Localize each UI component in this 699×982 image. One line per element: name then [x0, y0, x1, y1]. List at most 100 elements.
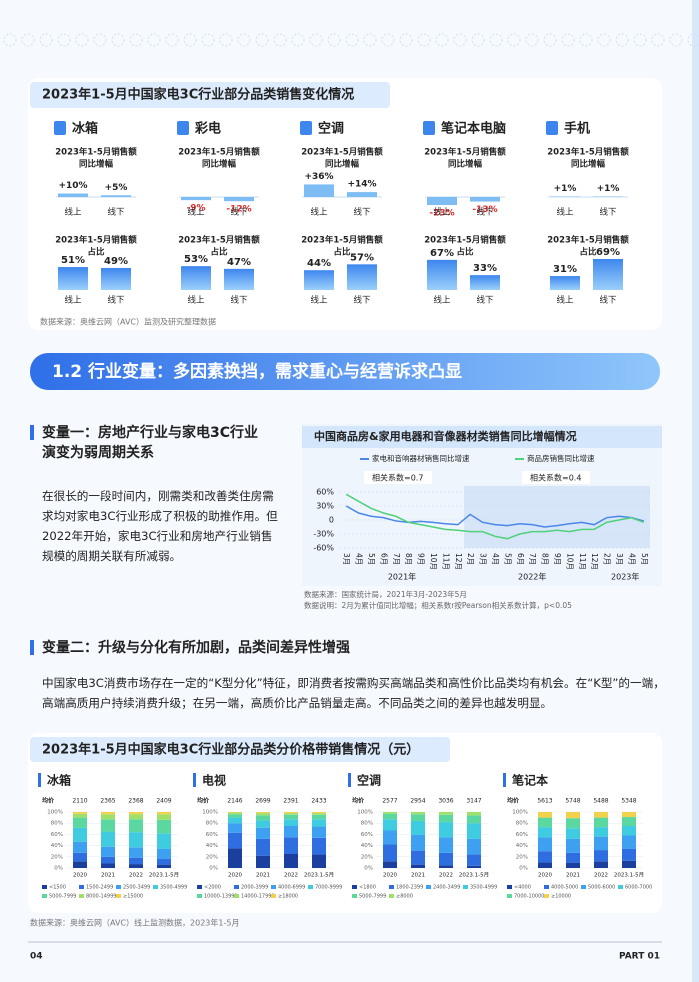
share-bar: [224, 268, 254, 290]
metric-label: 2023年1-5月销售额: [424, 235, 506, 246]
bar-segment: [284, 826, 298, 838]
bar-segment: [383, 819, 397, 831]
legend-label: <2000: [204, 885, 221, 891]
bar-segment: [411, 864, 425, 868]
bar-segment: [594, 827, 608, 837]
x-tick-label: 6月: [379, 553, 388, 565]
metric-label: 占比: [210, 247, 228, 258]
bar-segment: [228, 823, 242, 833]
share-label: 51%: [61, 255, 85, 266]
x-tick-label: 2020: [538, 873, 552, 879]
y-tick-label: 40%: [516, 843, 528, 849]
growth-bar: [58, 193, 88, 197]
bar-segment: [256, 812, 270, 814]
x-tick-label: 10月: [429, 553, 438, 570]
bar-segment: [566, 852, 580, 863]
section-title: 1.2 行业变量：多因素换挡，需求重心与经营诉求凸显: [52, 361, 462, 382]
category-name: 冰箱: [72, 121, 98, 137]
marker: [193, 773, 196, 787]
decor-dot: [165, 33, 179, 47]
decor-dot: [489, 33, 503, 47]
y-tick-label: 80%: [51, 821, 63, 827]
panel: [28, 78, 662, 330]
avg-value: 2699: [255, 798, 270, 805]
bar-segment: [411, 812, 425, 815]
y-tick-label: 80%: [206, 821, 218, 827]
legend-label: ≥18000: [278, 894, 298, 900]
bar-segment: [101, 856, 115, 864]
annotation-bg: [522, 471, 590, 484]
metric-label: 2023年1-5月销售额: [178, 147, 260, 158]
bar-segment: [411, 850, 425, 865]
legend-swatch: [271, 894, 276, 898]
bar-segment: [594, 836, 608, 851]
legend-swatch: [197, 894, 202, 898]
bar-segment: [129, 819, 143, 833]
chart-title-bg: [302, 426, 662, 448]
legend-swatch: [197, 885, 202, 889]
decor-dot: [309, 33, 323, 47]
x-tick-label: 2022: [284, 873, 298, 879]
category-icon: [423, 121, 435, 135]
legend-label: 1800-2399: [396, 885, 423, 891]
decor-dot: [255, 33, 269, 47]
y-tick-label: 80%: [516, 821, 528, 827]
bar-segment: [73, 812, 87, 814]
bar-segment: [383, 830, 397, 845]
metric-label: 2023年1-5月销售额: [301, 235, 383, 246]
bar-segment: [594, 812, 608, 818]
metric-label: 同比增幅: [79, 159, 114, 170]
bar-segment: [101, 819, 115, 832]
x-tick-label: 2021: [566, 873, 580, 879]
legend-label: 8000-14999: [86, 894, 116, 900]
y-tick-label: 0: [329, 516, 334, 525]
x-tick-label: 11月: [441, 553, 450, 570]
bar-segment: [622, 817, 636, 826]
legend-label: 5000-6000: [588, 885, 615, 891]
bar-segment: [228, 814, 242, 818]
paragraph: 在很长的一段时间内，刚需类和改善类住房需求均对家电3C行业形成了积极的助推作用。…: [42, 489, 278, 563]
bar-segment: [73, 827, 87, 842]
x-tick-label: 3月: [615, 553, 624, 565]
decor-dot: [417, 33, 431, 47]
metric-label: 2023年1-5月销售额: [547, 235, 629, 246]
share-label: 47%: [227, 257, 251, 268]
x-tick-label: 2021: [411, 873, 425, 879]
page-number: 04: [30, 952, 43, 962]
metric-label: 占比: [333, 247, 351, 258]
growth-label: +10%: [58, 181, 87, 191]
growth-bar: [224, 197, 254, 202]
channel-label: 线下: [599, 295, 617, 306]
share-label: 44%: [307, 258, 331, 269]
avg-value: 2365: [100, 798, 115, 805]
share-bar: [181, 266, 211, 290]
category-name: 手机: [564, 121, 590, 137]
share-label: 33%: [473, 263, 497, 274]
bar-segment: [157, 814, 171, 820]
growth-bar: [101, 195, 131, 197]
var-title: 变量二：升级与分化有所加剧，品类间差异性增强: [42, 639, 350, 656]
share-bar: [550, 276, 580, 290]
decor-dot: [507, 33, 521, 47]
decor-dot: [183, 33, 197, 47]
bar-segment: [538, 837, 552, 852]
metric-label: 同比增幅: [202, 159, 237, 170]
decor-dot: [75, 33, 89, 47]
metric-label: 占比: [579, 247, 597, 258]
marker: [348, 773, 351, 787]
legend-label: ≥15000: [123, 894, 143, 900]
bar-segment: [256, 827, 270, 839]
legend-swatch: [116, 885, 121, 889]
bar-segment: [538, 817, 552, 828]
y-tick-label: 60%: [51, 832, 63, 838]
bar-segment: [566, 862, 580, 868]
bar-segment: [228, 812, 242, 815]
share-bar: [347, 264, 377, 290]
part: PART 01: [619, 952, 660, 962]
avg-value: 3147: [466, 798, 481, 805]
legend-swatch: [389, 885, 394, 889]
decor-dot: [93, 33, 107, 47]
bar-segment: [284, 819, 298, 826]
bar-segment: [312, 814, 326, 820]
legend-swatch: [234, 894, 239, 898]
